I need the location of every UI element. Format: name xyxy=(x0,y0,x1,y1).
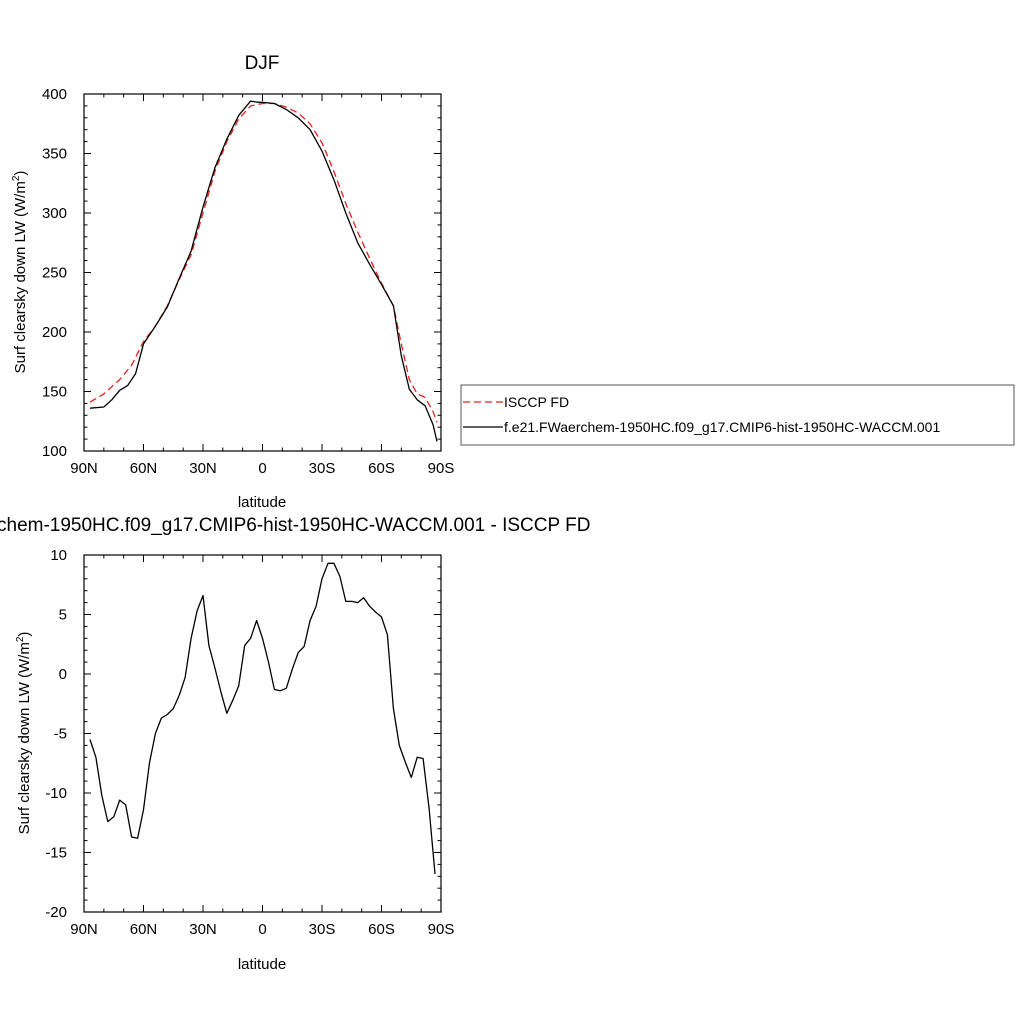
model-line xyxy=(89,100,438,442)
bottom-plot-frame xyxy=(83,554,442,913)
top-y-axis-label: Surf clearsky down LW (W/m2) xyxy=(11,171,29,374)
top-chart-title: DJF xyxy=(245,53,280,74)
legend: ISCCP FD f.e21.FWaerchem-1950HC.f09_g17.… xyxy=(460,384,1015,446)
y-tick-label: 300 xyxy=(42,205,67,222)
y-tick-label: 5 xyxy=(59,607,67,624)
x-tick-label: 30S xyxy=(309,921,336,938)
bottom-x-tick-labels: 90N 60N 30N 0 30S 60S 90S xyxy=(70,921,454,938)
isccp-fd-line xyxy=(89,102,438,423)
bottom-panel: chem-1950HC.f09_g17.CMIP6-hist-1950HC-WA… xyxy=(0,515,590,973)
legend-label-model: f.e21.FWaerchem-1950HC.f09_g17.CMIP6-his… xyxy=(504,419,940,435)
y-tick-label: 400 xyxy=(42,86,67,103)
difference-line xyxy=(89,562,436,874)
y-tick-label: -20 xyxy=(45,904,67,921)
x-tick-label: 30S xyxy=(309,460,336,477)
bottom-y-axis-label: Surf clearsky down LW (W/m2) xyxy=(15,632,33,835)
bottom-x-axis-label: latitude xyxy=(238,956,286,973)
top-series-lines xyxy=(89,100,438,442)
bottom-series-lines xyxy=(89,562,436,874)
x-tick-label: 30N xyxy=(189,460,217,477)
top-ticks xyxy=(83,93,442,452)
y-tick-label: -10 xyxy=(45,785,67,802)
x-tick-label: 90N xyxy=(70,921,98,938)
y-tick-label: 150 xyxy=(42,384,67,401)
x-tick-label: 60S xyxy=(368,921,395,938)
y-tick-label: -5 xyxy=(54,726,67,743)
y-tick-label: 10 xyxy=(50,547,67,564)
y-tick-label: 250 xyxy=(42,265,67,282)
bottom-chart-title: chem-1950HC.f09_g17.CMIP6-hist-1950HC-WA… xyxy=(0,515,590,536)
x-tick-label: 60N xyxy=(130,921,158,938)
legend-label-isccp: ISCCP FD xyxy=(504,394,569,410)
x-tick-label: 90N xyxy=(70,460,98,477)
x-tick-label: 90S xyxy=(428,460,455,477)
top-x-axis-label: latitude xyxy=(238,494,286,511)
x-tick-label: 60N xyxy=(130,460,158,477)
top-x-tick-labels: 90N 60N 30N 0 30S 60S 90S xyxy=(70,460,454,477)
top-panel: DJF 90N 60N 30N 0 30S 60S 90S 100 150 200 250 300 3… xyxy=(11,53,454,511)
top-y-tick-labels: 100 150 200 250 300 350 400 xyxy=(42,86,67,460)
x-tick-label: 0 xyxy=(258,921,266,938)
y-tick-label: 0 xyxy=(59,666,67,683)
x-tick-label: 0 xyxy=(258,460,266,477)
x-tick-label: 30N xyxy=(189,921,217,938)
x-tick-label: 90S xyxy=(428,921,455,938)
y-tick-label: 200 xyxy=(42,324,67,341)
y-tick-label: 100 xyxy=(42,443,67,460)
bottom-ticks xyxy=(83,554,442,913)
legend-box xyxy=(460,384,1015,446)
y-tick-label: 350 xyxy=(42,146,67,163)
x-tick-label: 60S xyxy=(368,460,395,477)
y-tick-label: -15 xyxy=(45,845,67,862)
bottom-y-tick-labels: -20 -15 -10 -5 0 5 10 xyxy=(45,547,67,921)
top-plot-frame xyxy=(83,93,442,452)
